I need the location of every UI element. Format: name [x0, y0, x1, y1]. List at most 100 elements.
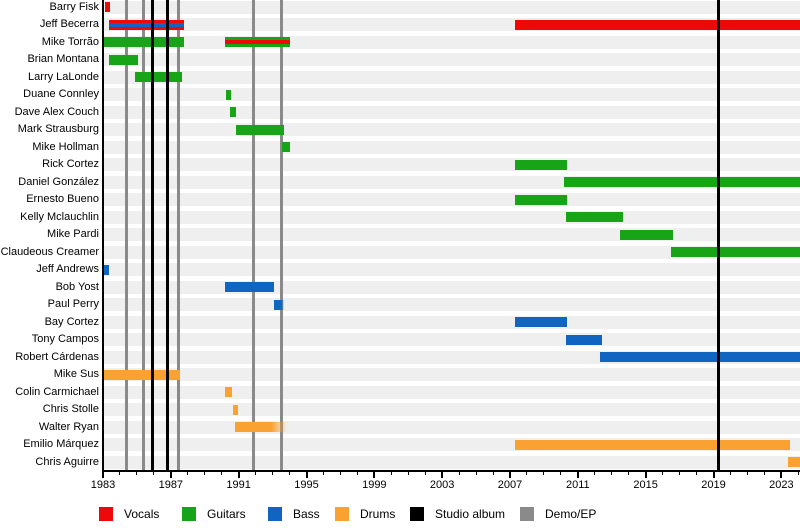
vocals-legend-swatch: [99, 507, 113, 521]
member-name-label: Bob Yost: [55, 280, 99, 293]
minor-tick: [390, 470, 392, 475]
major-tick: [441, 470, 444, 478]
demo-ep-line: [125, 0, 129, 470]
demo_ep-legend-swatch: [520, 507, 534, 521]
member-name-label: Kelly Mclauchlin: [20, 210, 99, 223]
tenure-bar-drums: [103, 369, 181, 380]
member-name-label: Colin Carmichael: [15, 385, 99, 398]
tenure-bar-bass: [565, 334, 602, 345]
minor-tick: [272, 470, 274, 475]
member-name-label: Brian Montana: [27, 53, 99, 66]
row-stripe: [104, 280, 800, 294]
member-name-label: Larry LaLonde: [28, 70, 99, 83]
member-name-label: Ernesto Bueno: [26, 193, 99, 206]
year-tick-label: 1983: [90, 479, 116, 491]
minor-tick: [475, 470, 477, 475]
demo-ep-line: [252, 0, 256, 470]
x-axis-line: [102, 470, 800, 472]
tenure-bar-guitars: [281, 142, 290, 153]
member-name-label: Mike Hollman: [32, 140, 99, 153]
minor-tick: [797, 470, 799, 475]
row-stripe: [104, 315, 800, 329]
row-stripe: [104, 35, 800, 49]
minor-tick: [679, 470, 681, 475]
legend-label: Drums: [360, 507, 396, 521]
row-stripe: [104, 123, 800, 137]
year-tick-label: 2003: [429, 479, 455, 491]
legend-label: Demo/EP: [545, 507, 597, 521]
year-tick-label: 2019: [701, 479, 726, 491]
tenure-bar-guitars: [236, 124, 284, 135]
tenure-bar-guitars: [515, 159, 567, 170]
secondary-role-stripe-bass: [108, 22, 184, 27]
member-name-label: Jeff Becerra: [39, 18, 99, 31]
member-name-label: Mike Sus: [53, 368, 99, 381]
row-stripe: [104, 70, 800, 84]
year-tick-label: 1987: [158, 479, 184, 491]
tenure-bar-guitars: [671, 247, 800, 258]
tenure-bar-guitars: [225, 89, 232, 100]
tenure-bar-vocals: [515, 19, 800, 30]
minor-tick: [356, 470, 358, 475]
minor-tick: [119, 470, 121, 475]
minor-tick: [560, 470, 562, 475]
major-tick: [305, 470, 308, 478]
drums-legend-swatch: [335, 507, 349, 521]
tenure-bar-guitars: [564, 177, 800, 188]
minor-tick: [424, 470, 426, 475]
guitars-legend-swatch: [182, 507, 196, 521]
demo-ep-line: [176, 0, 180, 470]
row-stripe: [104, 53, 800, 67]
major-tick: [237, 470, 240, 478]
row-stripe: [104, 385, 800, 399]
tenure-bar-drums: [232, 404, 238, 415]
demo-ep-line: [142, 0, 146, 470]
minor-tick: [221, 470, 223, 475]
year-tick-label: 1991: [226, 479, 251, 491]
row-stripe: [104, 455, 800, 469]
major-tick: [373, 470, 376, 478]
year-tick-label: 1995: [294, 479, 319, 491]
row-stripe: [104, 263, 800, 277]
tenure-bar-guitars: [135, 72, 182, 83]
tenure-bar-drums: [788, 457, 800, 468]
studio-album-line: [150, 0, 154, 470]
tenure-bar-bass: [103, 264, 109, 275]
member-name-label: Chris Aguirre: [35, 455, 99, 468]
timeline-plot-area: Barry Fisk Jeff Becerra Mike Torrão Brian M…: [0, 0, 800, 491]
tenure-bar-drums: [515, 439, 790, 450]
minor-tick: [729, 470, 731, 475]
member-name-label: Claudeous Creamer: [0, 245, 99, 258]
major-tick: [169, 470, 172, 478]
minor-tick: [662, 470, 664, 475]
tenure-bar-drums: [235, 422, 287, 433]
minor-tick: [322, 470, 324, 475]
tenure-bar-bass: [599, 352, 800, 363]
row-stripe: [104, 368, 800, 382]
row-stripe: [104, 228, 800, 242]
member-name-label: Tony Campos: [31, 333, 99, 346]
row-stripe: [104, 210, 800, 224]
minor-tick: [763, 470, 765, 475]
minor-tick: [407, 470, 409, 475]
secondary-role-stripe-vocals: [225, 40, 290, 45]
major-tick: [780, 470, 783, 478]
legend-label: Guitars: [207, 507, 246, 521]
tenure-bar-guitars: [108, 54, 138, 65]
member-name-label: Rick Cortez: [42, 158, 99, 171]
member-name-label: Walter Ryan: [38, 420, 99, 433]
tenure-bar-guitars: [515, 194, 567, 205]
major-tick: [102, 470, 104, 478]
member-name-label: Mike Pardi: [47, 228, 99, 241]
demo-ep-line: [279, 0, 283, 470]
member-name-label: Emilio Márquez: [23, 438, 99, 451]
legend-label: Studio album: [435, 507, 506, 521]
minor-tick: [289, 470, 291, 475]
tenure-bar-guitars: [565, 212, 623, 223]
row-stripe: [104, 245, 800, 259]
tenure-bar-vocals: [104, 2, 110, 13]
minor-tick: [255, 470, 257, 475]
tenure-bar-guitars: [620, 229, 673, 240]
legend-label: Vocals: [124, 507, 160, 521]
